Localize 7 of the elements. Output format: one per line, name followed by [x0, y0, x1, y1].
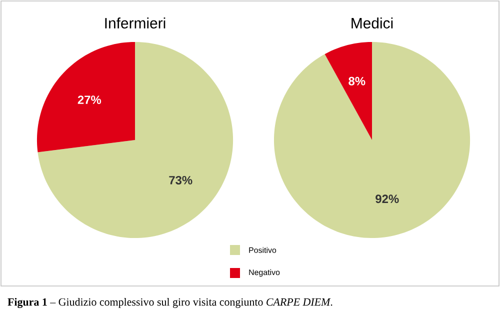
data-label: 27%: [78, 96, 102, 104]
chart-title: Infermieri: [105, 18, 166, 28]
data-label: 8%: [348, 76, 366, 86]
chart-title: Medici: [352, 18, 393, 28]
data-label: 73%: [169, 176, 192, 184]
data-label: 92%: [376, 194, 399, 204]
text: Figura 1 – Giudizio complessivo sul giro visita congiunto CARPE DIEM.: [8, 298, 332, 308]
